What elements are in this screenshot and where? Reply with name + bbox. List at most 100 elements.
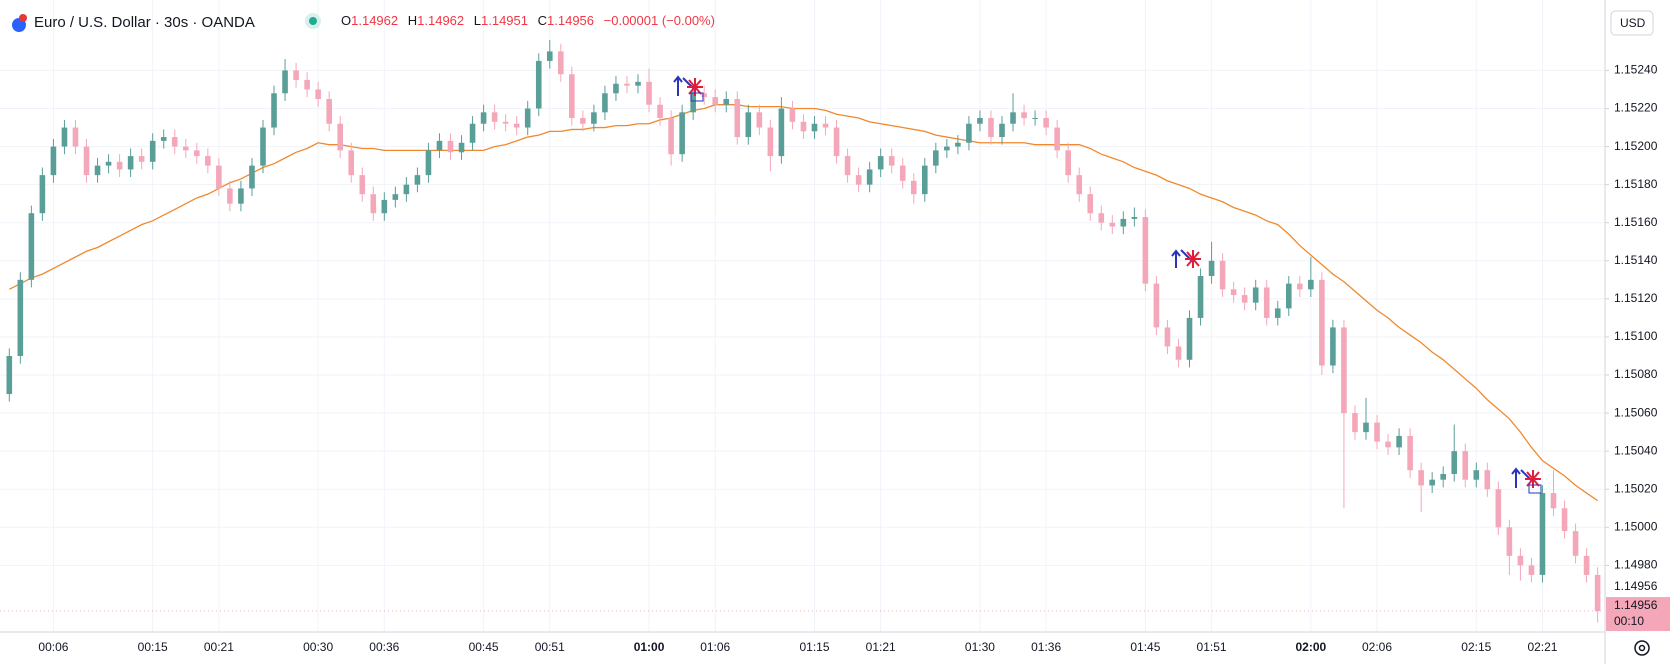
candle-body — [61, 127, 68, 147]
candle-body — [491, 112, 498, 122]
candle-body — [94, 165, 101, 176]
box — [1528, 484, 1542, 494]
candle-body — [877, 156, 884, 170]
moving-average-line — [9, 104, 1598, 502]
y-tick-label: 1.15100 — [1614, 329, 1658, 343]
candle-body — [745, 112, 752, 138]
candle-body — [712, 97, 719, 105]
candle-body — [182, 146, 189, 151]
candle-body — [116, 161, 123, 170]
candle-body — [249, 165, 255, 189]
candle-body — [105, 161, 112, 166]
candle-body — [1153, 283, 1160, 328]
candle-body — [767, 127, 774, 157]
candle-body — [138, 156, 145, 162]
candle-body — [734, 98, 741, 138]
candle-body — [1274, 308, 1281, 318]
signal-marker — [673, 75, 704, 102]
x-tick-label: 00:30 — [303, 640, 333, 654]
candle-body — [921, 165, 928, 195]
candle-body — [260, 127, 266, 166]
candle-body — [1252, 287, 1259, 303]
candle-body — [458, 142, 465, 153]
candle-body — [1131, 217, 1138, 219]
candle-body — [1341, 327, 1347, 414]
ohlc-key: O — [341, 13, 351, 28]
candle-body — [800, 121, 807, 132]
x-tick-label: 02:15 — [1461, 640, 1491, 654]
y-tick-label: 1.15060 — [1614, 405, 1658, 419]
candle-body — [171, 137, 178, 147]
candle-body — [701, 93, 707, 98]
price-axis: 1.14980 1.15000 1.15020 1.15040 1.15060 1.150… — [1605, 63, 1670, 632]
cross — [1185, 250, 1201, 268]
candle-body — [602, 93, 608, 113]
price-box — [1606, 597, 1670, 632]
candle-body — [1352, 413, 1358, 433]
candle-body — [1219, 260, 1226, 290]
candle-body — [348, 150, 355, 176]
candle-body — [1374, 422, 1380, 442]
header: Euro / U.S. Dollar · 30s · OANDA O1.1496… — [12, 13, 715, 32]
cross — [1525, 470, 1541, 488]
candle-body — [227, 188, 233, 204]
x-tick-label: 01:21 — [866, 640, 896, 654]
currency-label: USD — [1620, 16, 1646, 30]
x-tick-label: 00:15 — [138, 640, 168, 654]
x-tick-label: 02:21 — [1527, 640, 1557, 654]
y-tick-label: 1.15000 — [1614, 519, 1658, 533]
y-tick-label: 1.15220 — [1614, 101, 1658, 115]
annotations — [673, 75, 1542, 494]
candle-body — [899, 165, 906, 181]
candle-body — [613, 83, 619, 94]
candle-body — [1506, 527, 1513, 556]
candle-body — [1285, 283, 1292, 309]
candle-body — [558, 51, 564, 75]
candle-body — [6, 355, 13, 395]
box — [690, 92, 704, 102]
candle-body — [580, 118, 586, 124]
x-tick-label: 00:36 — [369, 640, 399, 654]
prev-price-box — [1606, 578, 1670, 597]
x-tick-label: 02:06 — [1362, 640, 1392, 654]
candle-body — [723, 98, 730, 105]
y-tick-label: 1.15180 — [1614, 177, 1658, 191]
candle-body — [1407, 435, 1413, 471]
arrow-head — [673, 75, 683, 83]
candle-body — [1109, 222, 1116, 227]
x-tick-label: 02:00 — [1295, 640, 1326, 654]
y-tick-label: 1.15160 — [1614, 215, 1658, 229]
candle-body — [789, 108, 796, 122]
candle-body — [944, 146, 950, 151]
candle-body — [502, 121, 509, 124]
candle-body — [1484, 470, 1491, 490]
candle-body — [1550, 493, 1557, 509]
candle-body — [1263, 287, 1270, 318]
countdown-label: 00:10 — [1614, 614, 1644, 628]
candle-body — [271, 93, 277, 128]
candle-body — [72, 127, 79, 147]
candle-body — [1087, 194, 1094, 214]
candle-body — [546, 51, 553, 61]
candle-body — [1462, 451, 1469, 480]
currency-button[interactable] — [1610, 10, 1654, 36]
candle-body — [293, 70, 299, 80]
symbol-title[interactable]: Euro / U.S. Dollar · 30s · OANDA — [34, 14, 255, 31]
x-tick-label: 01:36 — [1031, 640, 1061, 654]
candle-body — [1418, 470, 1424, 486]
candle-body — [977, 118, 983, 124]
candle-body — [1429, 479, 1435, 486]
y-tick-label: 1.15240 — [1614, 63, 1658, 77]
x-tick-label: 00:51 — [535, 640, 565, 654]
candle-body — [1142, 217, 1149, 284]
cross — [687, 78, 703, 96]
candle-body — [1594, 574, 1601, 612]
candle-body — [1197, 276, 1204, 318]
y-tick-label: 1.15080 — [1614, 367, 1658, 381]
y-tick-label: 1.15140 — [1614, 253, 1658, 267]
price-label: 1.14956 — [1614, 598, 1658, 612]
candle-body — [160, 137, 167, 141]
settings-button[interactable] — [1634, 640, 1650, 656]
candle-body — [1583, 555, 1590, 575]
candle-body — [337, 123, 343, 151]
